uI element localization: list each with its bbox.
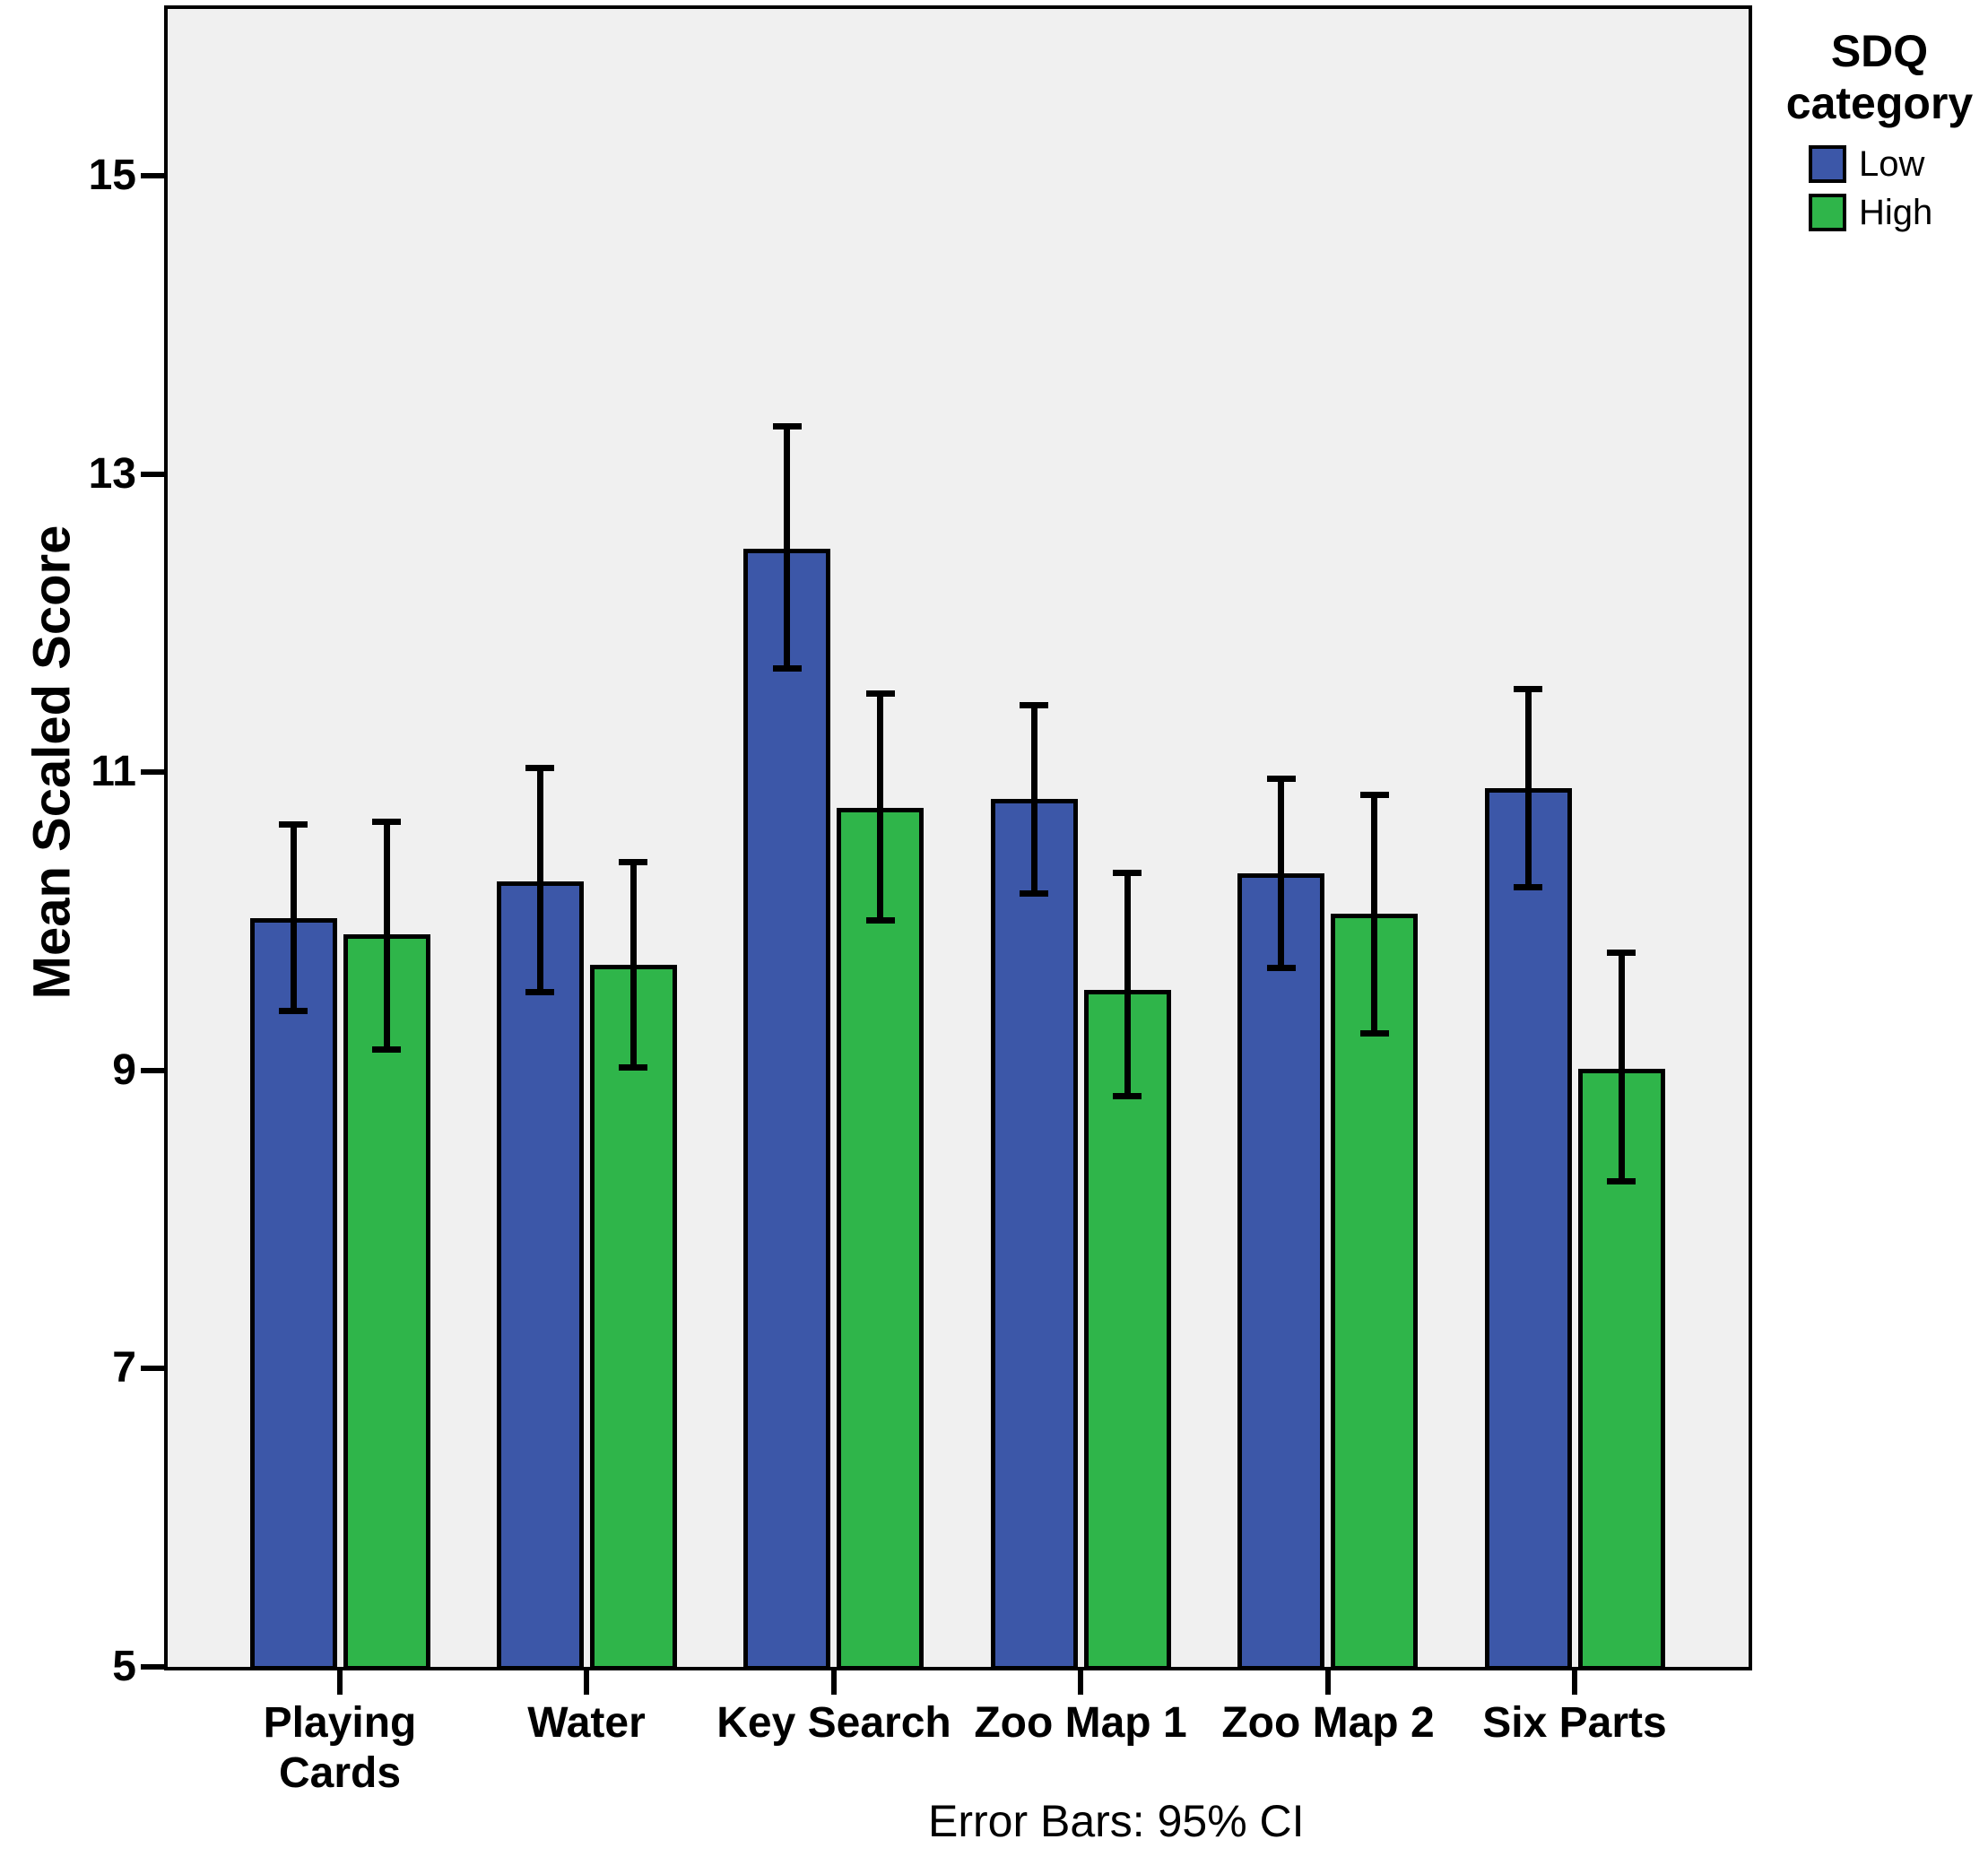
x-category-label: Zoo Map 1 — [974, 1699, 1187, 1747]
error-bar-cap — [1514, 686, 1542, 692]
y-tick-label: 13 — [88, 449, 136, 498]
x-tick-mark — [831, 1670, 837, 1695]
x-tick-mark — [584, 1670, 589, 1695]
error-bar-cap — [372, 819, 401, 825]
error-bar-cap — [1113, 1093, 1142, 1099]
x-category-label: Key Search — [716, 1699, 951, 1747]
error-bar-cap — [279, 821, 308, 828]
error-bar-stem — [784, 426, 790, 667]
error-bar-cap — [1113, 870, 1142, 876]
x-tick-mark — [337, 1670, 343, 1695]
bar-low — [1237, 873, 1324, 1670]
error-bar-cap — [619, 1064, 647, 1071]
legend-swatch-high — [1809, 194, 1846, 231]
legend-swatch-low — [1809, 145, 1846, 183]
error-bar-stem — [291, 824, 297, 1011]
error-bar-cap — [525, 989, 554, 995]
error-bar-stem — [1031, 705, 1037, 893]
y-tick-label: 5 — [112, 1643, 136, 1690]
error-bar-cap — [1020, 702, 1048, 708]
error-bar-cap — [1514, 884, 1542, 890]
y-axis-title: Mean Scaled Score — [22, 525, 82, 1000]
bar-high — [343, 934, 430, 1670]
legend-title: SDQ category — [1785, 26, 1974, 128]
bar-low — [497, 881, 584, 1670]
bar-low — [250, 918, 337, 1670]
bar-high — [590, 965, 677, 1670]
bar-low — [743, 549, 830, 1670]
error-bar-stem — [384, 821, 390, 1049]
legend-items: Low High — [1771, 143, 1988, 233]
x-tick-mark — [1078, 1670, 1083, 1695]
error-bar-stem — [630, 862, 637, 1068]
error-bar-cap — [866, 917, 895, 924]
bar-high — [1331, 914, 1418, 1670]
error-bar-cap — [1267, 776, 1296, 782]
y-tick-mark — [141, 471, 166, 477]
y-tick-label: 9 — [112, 1045, 136, 1094]
error-bar-stem — [537, 768, 543, 991]
legend-label: High — [1859, 193, 1933, 232]
legend-item-high: High — [1809, 192, 1988, 233]
error-bar-cap — [1267, 965, 1296, 971]
error-bar-cap — [1607, 950, 1636, 956]
error-bar-cap — [525, 765, 554, 771]
y-tick-label: 15 — [88, 151, 136, 199]
legend-item-low: Low — [1809, 143, 1988, 185]
y-tick-label: 11 — [91, 748, 136, 796]
error-bar-stem — [1124, 872, 1131, 1096]
error-bar-cap — [1607, 1178, 1636, 1184]
error-bar-cap — [773, 423, 802, 429]
bar-high — [1084, 990, 1171, 1670]
error-bar-cap — [866, 690, 895, 697]
x-category-label: Six Parts — [1482, 1699, 1667, 1747]
error-bar-cap — [1020, 890, 1048, 897]
error-bar-stem — [1619, 952, 1625, 1180]
y-tick-mark — [141, 1067, 166, 1073]
error-bar-cap — [1360, 792, 1389, 798]
error-bar-cap — [773, 665, 802, 672]
legend: SDQ category Low High — [1771, 25, 1988, 240]
y-tick-mark — [141, 769, 166, 776]
bar-low — [991, 799, 1078, 1670]
error-bar-stem — [1525, 689, 1532, 887]
x-category-label: Water — [527, 1699, 646, 1747]
y-tick-mark — [141, 1664, 166, 1670]
error-bar-stem — [1371, 794, 1377, 1033]
y-tick-label: 7 — [112, 1344, 136, 1392]
x-tick-mark — [1325, 1670, 1331, 1695]
y-tick-mark — [141, 1366, 166, 1372]
legend-label: Low — [1859, 144, 1925, 184]
error-bar-stem — [1278, 778, 1284, 967]
x-category-label: Playing Cards — [263, 1699, 417, 1797]
error-bar-cap — [279, 1008, 308, 1014]
y-tick-mark — [141, 172, 166, 178]
bar-low — [1485, 788, 1572, 1670]
x-category-label: Zoo Map 2 — [1221, 1699, 1435, 1747]
error-bars-caption: Error Bars: 95% CI — [928, 1796, 1305, 1846]
error-bar-cap — [619, 859, 647, 865]
bar-high — [837, 808, 924, 1670]
error-bar-stem — [877, 693, 883, 920]
error-bar-cap — [1360, 1030, 1389, 1037]
x-tick-mark — [1572, 1670, 1577, 1695]
error-bar-cap — [372, 1046, 401, 1053]
